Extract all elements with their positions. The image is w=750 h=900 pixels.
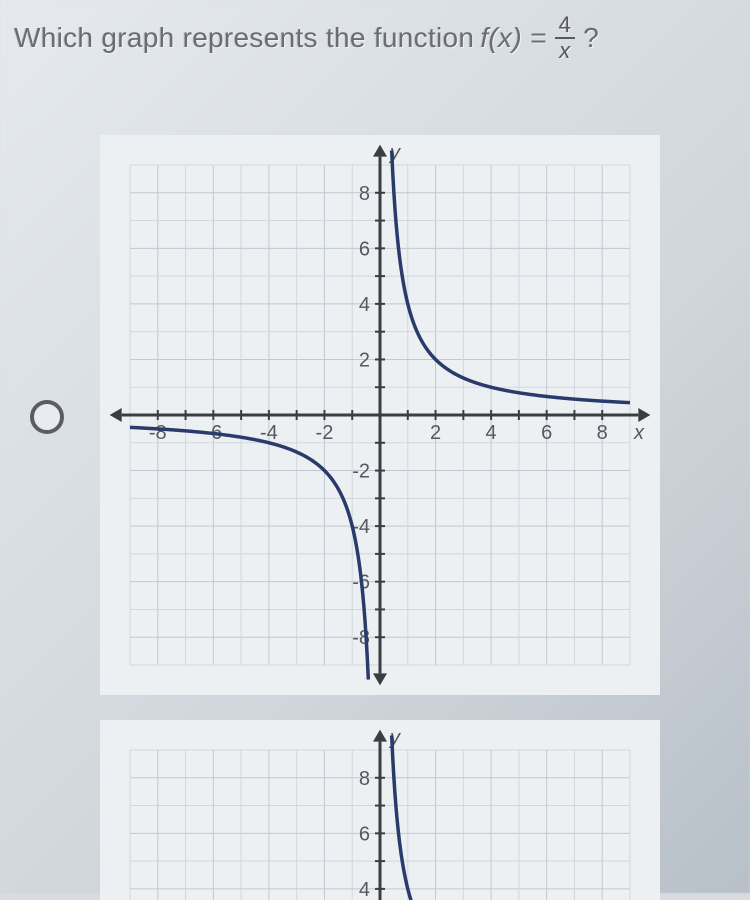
svg-text:6: 6 [541, 422, 552, 444]
svg-text:6: 6 [359, 823, 370, 845]
svg-text:2: 2 [359, 349, 370, 371]
svg-text:6: 6 [359, 238, 370, 260]
svg-text:8: 8 [359, 768, 370, 790]
svg-text:-8: -8 [149, 422, 167, 444]
svg-text:2: 2 [430, 422, 441, 444]
chart-option-2-partial: -8-6-4-22468y [100, 720, 660, 900]
svg-text:8: 8 [597, 422, 608, 444]
svg-text:4: 4 [359, 879, 370, 900]
option-radio[interactable] [30, 400, 64, 434]
fraction: 4 x [555, 14, 576, 62]
chart-option-1: -8-8-6-6-4-4-2-222446688xy [100, 135, 660, 695]
question-suffix: ? [583, 22, 599, 54]
question-prefix: Which graph represents the function [14, 22, 474, 54]
svg-text:y: y [388, 142, 401, 164]
svg-text:4: 4 [359, 294, 370, 316]
chart-svg-1: -8-8-6-6-4-4-2-222446688xy [100, 135, 660, 695]
fraction-numerator: 4 [555, 14, 576, 39]
svg-text:8: 8 [359, 183, 370, 205]
svg-text:y: y [388, 727, 401, 749]
fraction-denominator: x [559, 39, 570, 62]
svg-text:x: x [633, 422, 645, 444]
function-notation: f(x) = [480, 22, 546, 54]
svg-text:-2: -2 [352, 461, 370, 483]
svg-text:4: 4 [486, 422, 497, 444]
chart-svg-2: -8-6-4-22468y [100, 720, 660, 900]
question-text: Which graph represents the function f(x)… [14, 14, 736, 62]
svg-text:-2: -2 [316, 422, 334, 444]
